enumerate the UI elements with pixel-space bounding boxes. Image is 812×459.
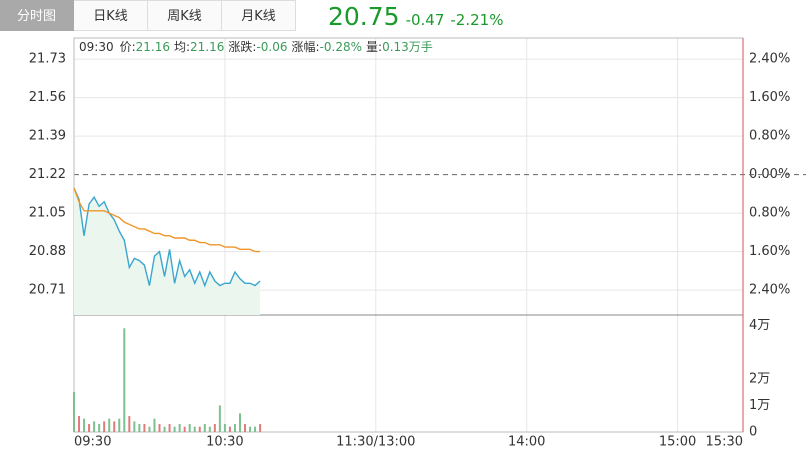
tab[interactable]: 月K线 bbox=[222, 0, 296, 31]
price: 20.75 bbox=[328, 2, 400, 31]
info-label: 均: bbox=[174, 40, 190, 54]
volume-bar bbox=[153, 418, 156, 432]
x-tick-label: 15:30 bbox=[706, 435, 743, 450]
volume-tick-label: 4万 bbox=[749, 318, 770, 333]
change: -0.47 bbox=[405, 11, 445, 29]
info-value: 21.16 bbox=[190, 40, 224, 54]
info-value: -0.06 bbox=[256, 40, 287, 54]
quote: 20.75 -0.47 -2.21% bbox=[328, 2, 503, 31]
y2-tick-label: 2.40% bbox=[749, 282, 790, 297]
volume-bar bbox=[73, 392, 75, 432]
volume-bar bbox=[123, 328, 126, 432]
series-line bbox=[73, 187, 261, 288]
volume-bar bbox=[213, 424, 216, 432]
volume-bar bbox=[193, 426, 196, 432]
volume-bar bbox=[178, 424, 181, 432]
info-label: 涨幅: bbox=[292, 39, 320, 54]
y2-tick-label: 0.80% bbox=[749, 129, 790, 144]
volume-bar bbox=[228, 426, 231, 432]
info-value: -0.28% bbox=[320, 40, 362, 54]
price-area bbox=[74, 188, 261, 315]
volume-tick-label: 2万 bbox=[749, 371, 770, 386]
y-tick-label: 21.73 bbox=[29, 52, 66, 67]
tab[interactable]: 分时图 bbox=[0, 0, 74, 31]
x-tick-label: 15:00 bbox=[659, 435, 696, 450]
y-tick-label: 21.22 bbox=[29, 167, 66, 182]
y2-tick-label: 0.80% bbox=[749, 206, 790, 221]
x-tick-label: 09:30 bbox=[74, 435, 111, 450]
y-tick-label: 20.88 bbox=[29, 244, 66, 259]
info-label: 涨跌: bbox=[228, 39, 256, 54]
volume-bar bbox=[143, 424, 146, 432]
volume-bar bbox=[138, 424, 141, 432]
volume-bar bbox=[88, 424, 91, 432]
volume-bar bbox=[113, 421, 116, 432]
volume-bar bbox=[78, 416, 81, 432]
volume-bar bbox=[158, 424, 161, 432]
info-label: 量: bbox=[366, 40, 382, 54]
tab[interactable]: 周K线 bbox=[148, 0, 222, 31]
volume-bar bbox=[249, 426, 252, 432]
volume-bar bbox=[198, 426, 201, 432]
volume-bar bbox=[133, 421, 136, 432]
y2-tick-label: 1.60% bbox=[749, 90, 790, 105]
volume-bar bbox=[254, 426, 257, 432]
volume-bar bbox=[163, 426, 166, 432]
volume-bar bbox=[168, 424, 171, 432]
info-time: 09:30 bbox=[79, 40, 114, 54]
change-pct: -2.21% bbox=[450, 11, 504, 29]
volume-bar bbox=[218, 405, 221, 432]
volume-tick-label: 0 bbox=[749, 425, 757, 440]
volume-bar bbox=[233, 424, 236, 432]
volume-bar bbox=[118, 418, 121, 432]
volume-bar bbox=[244, 424, 247, 432]
info-value: 0.13万手 bbox=[382, 40, 433, 54]
series-line bbox=[73, 187, 261, 253]
x-tick-label: 10:30 bbox=[206, 435, 243, 450]
info-label: 价: bbox=[120, 40, 136, 54]
volume-bar bbox=[93, 421, 96, 432]
volume-bar bbox=[259, 424, 262, 432]
info-line: 09:30 价:21.16 均:21.16 涨跌:-0.06 涨幅:-0.28% 量:0.… bbox=[79, 39, 433, 54]
x-tick-label: 14:00 bbox=[508, 435, 545, 450]
volume-bar bbox=[103, 421, 106, 432]
volume-bar bbox=[148, 426, 151, 432]
volume-bar bbox=[238, 413, 241, 432]
y-tick-label: 21.56 bbox=[29, 90, 66, 105]
volume-tick-label: 1万 bbox=[749, 398, 770, 413]
volume-bar bbox=[183, 426, 186, 432]
x-tick-label: 11:30/13:00 bbox=[336, 435, 415, 450]
volume-bar bbox=[83, 418, 86, 432]
y2-tick-label: 1.60% bbox=[749, 244, 790, 259]
volume-bar bbox=[108, 418, 111, 432]
volume-bar bbox=[128, 416, 131, 432]
volume-bar bbox=[208, 426, 211, 432]
volume-bar bbox=[98, 424, 101, 432]
volume-bar bbox=[188, 424, 191, 432]
tab-bar: 分时图 日K线 周K线 月K线 bbox=[0, 0, 296, 32]
y-tick-label: 20.71 bbox=[29, 283, 66, 298]
y2-tick-label: 2.40% bbox=[749, 52, 790, 67]
volume-bar bbox=[223, 424, 226, 432]
y-tick-label: 21.39 bbox=[29, 129, 66, 144]
tab[interactable]: 日K线 bbox=[74, 0, 148, 31]
volume-bar bbox=[203, 424, 206, 432]
info-value: 21.16 bbox=[136, 40, 170, 54]
y-tick-label: 21.05 bbox=[29, 206, 66, 221]
volume-bar bbox=[173, 426, 176, 432]
